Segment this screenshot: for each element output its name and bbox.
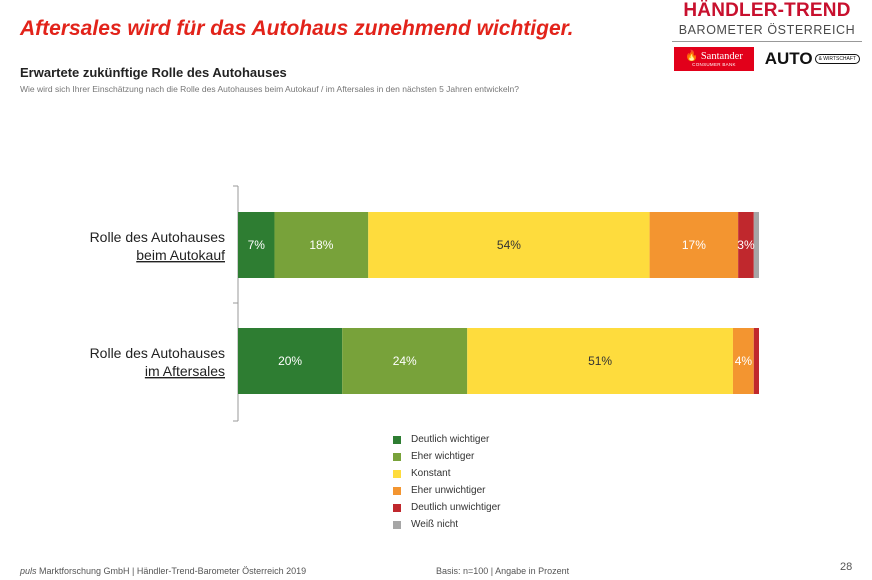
auto-logo-text: AUTO — [764, 49, 813, 68]
bar-value-label: 24% — [393, 354, 417, 368]
chart-legend: Deutlich wichtiger Eher wichtiger Konstant… — [393, 431, 501, 533]
bar-segment — [753, 328, 759, 394]
footer-basis: Basis: n=100 | Angabe in Prozent — [436, 566, 570, 576]
santander-logo-subtext: CONSUMER BANK — [692, 61, 736, 67]
bar-segment — [649, 212, 739, 278]
legend-swatch — [393, 503, 401, 512]
legend-swatch — [393, 469, 401, 478]
bar-segment — [738, 212, 754, 278]
category-label-line2: beim Autokauf — [136, 247, 225, 263]
brand-divider — [672, 41, 862, 42]
bar-value-label: 7% — [248, 238, 266, 252]
bar-segment — [753, 212, 759, 278]
brand-logo-block: HÄNDLER-TREND BAROMETER ÖSTERREICH 🔥 San… — [672, 0, 862, 71]
legend-item: Eher unwichtiger — [393, 482, 501, 499]
bar-value-label: 3% — [737, 238, 755, 252]
bar-segment — [732, 328, 754, 394]
partner-logos: 🔥 Santander CONSUMER BANK AUTO & WIRTSCH… — [672, 47, 862, 71]
legend-swatch — [393, 486, 401, 495]
category-label-line1: Rolle des Autohauses — [90, 345, 225, 361]
brand-subtitle: BAROMETER ÖSTERREICH — [678, 23, 856, 37]
legend-swatch — [393, 435, 401, 444]
auto-wirtschaft-logo: AUTO & WIRTSCHAFT — [765, 49, 860, 69]
footer-source: puls Marktforschung GmbH | Händler-Trend… — [20, 566, 306, 576]
legend-item: Deutlich unwichtiger — [393, 499, 501, 516]
bar-value-label: 51% — [588, 354, 612, 368]
legend-label: Weiß nicht — [411, 519, 459, 530]
legend-label: Deutlich wichtiger — [411, 434, 490, 445]
legend-swatch — [393, 452, 401, 461]
legend-swatch — [393, 520, 401, 529]
footer-company-rest: Marktforschung GmbH | Händler-Trend-Baro… — [36, 566, 307, 576]
legend-label: Eher unwichtiger — [411, 485, 486, 496]
legend-label: Konstant — [411, 468, 451, 479]
bar-segment — [368, 212, 650, 278]
bar-segment — [274, 212, 369, 278]
bar-value-label: 20% — [278, 354, 302, 368]
section-title: Erwartete zukünftige Rolle des Autohause… — [20, 65, 287, 80]
bar-segment — [238, 328, 343, 394]
bar-value-label: 18% — [309, 238, 333, 252]
bar-value-label: 17% — [682, 238, 706, 252]
headline: Aftersales wird für das Autohaus zunehme… — [20, 17, 574, 40]
legend-item: Weiß nicht — [393, 516, 501, 533]
category-label-line2: im Aftersales — [145, 363, 225, 379]
brand-title: HÄNDLER-TREND — [683, 0, 851, 21]
bar-segment — [238, 212, 275, 278]
legend-item: Eher wichtiger — [393, 448, 501, 465]
category-label-line1: Rolle des Autohauses — [90, 229, 225, 245]
bar-segment — [342, 328, 468, 394]
legend-item: Konstant — [393, 465, 501, 482]
page-number: 28 — [840, 561, 853, 573]
legend-label: Deutlich unwichtiger — [411, 502, 501, 513]
auto-logo-subtext: & WIRTSCHAFT — [814, 54, 860, 64]
question-text: Wie wird sich Ihrer Einschätzung nach di… — [20, 84, 519, 94]
santander-logo-text: 🔥 Santander — [685, 50, 743, 62]
footer-company-italic: puls — [20, 566, 37, 576]
santander-logo: 🔥 Santander CONSUMER BANK — [674, 47, 754, 71]
bar-value-label: 4% — [735, 354, 753, 368]
bar-segment — [467, 328, 733, 394]
bar-value-label: 54% — [497, 238, 521, 252]
legend-item: Deutlich wichtiger — [393, 431, 501, 448]
legend-label: Eher wichtiger — [411, 451, 475, 462]
